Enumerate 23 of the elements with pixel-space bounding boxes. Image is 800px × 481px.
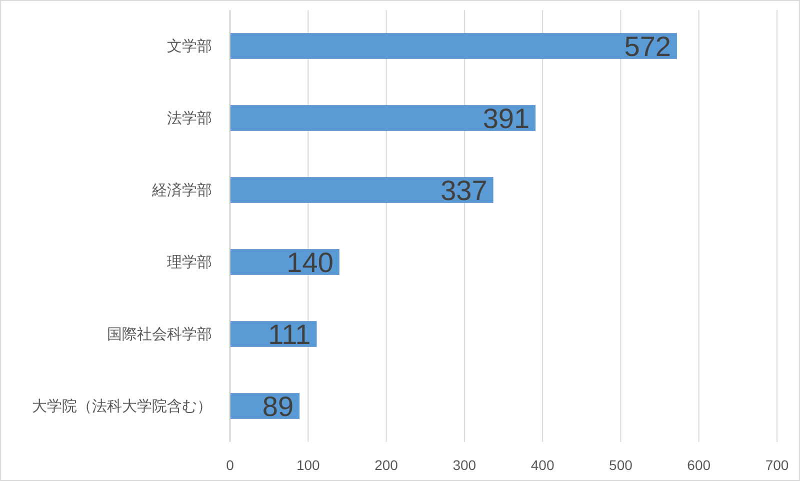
bar	[230, 177, 494, 203]
y-tick-label: 理学部	[167, 254, 212, 271]
y-tick-label: 文学部	[167, 38, 212, 55]
x-tick-label: 300	[452, 457, 476, 473]
y-tick-label: 大学院（法科大学院含む）	[32, 398, 212, 415]
bar	[230, 33, 677, 59]
y-tick-label: 国際社会科学部	[107, 326, 212, 343]
x-tick-label: 400	[530, 457, 554, 473]
data-label: 572	[624, 31, 671, 62]
data-label: 337	[440, 175, 488, 206]
x-tick-label: 200	[374, 457, 398, 473]
y-tick-label: 法学部	[167, 110, 212, 127]
y-tick-label: 経済学部	[151, 182, 212, 199]
x-tick-label: 100	[296, 457, 320, 473]
x-tick-label: 500	[609, 457, 633, 473]
x-tick-label: 700	[765, 457, 789, 473]
x-tick-label: 0	[226, 457, 234, 473]
bar	[230, 105, 536, 131]
data-label: 89	[262, 391, 294, 422]
data-label: 140	[286, 247, 334, 278]
x-tick-label: 600	[687, 457, 711, 473]
data-label: 391	[482, 103, 530, 134]
data-label: 111	[268, 319, 311, 350]
